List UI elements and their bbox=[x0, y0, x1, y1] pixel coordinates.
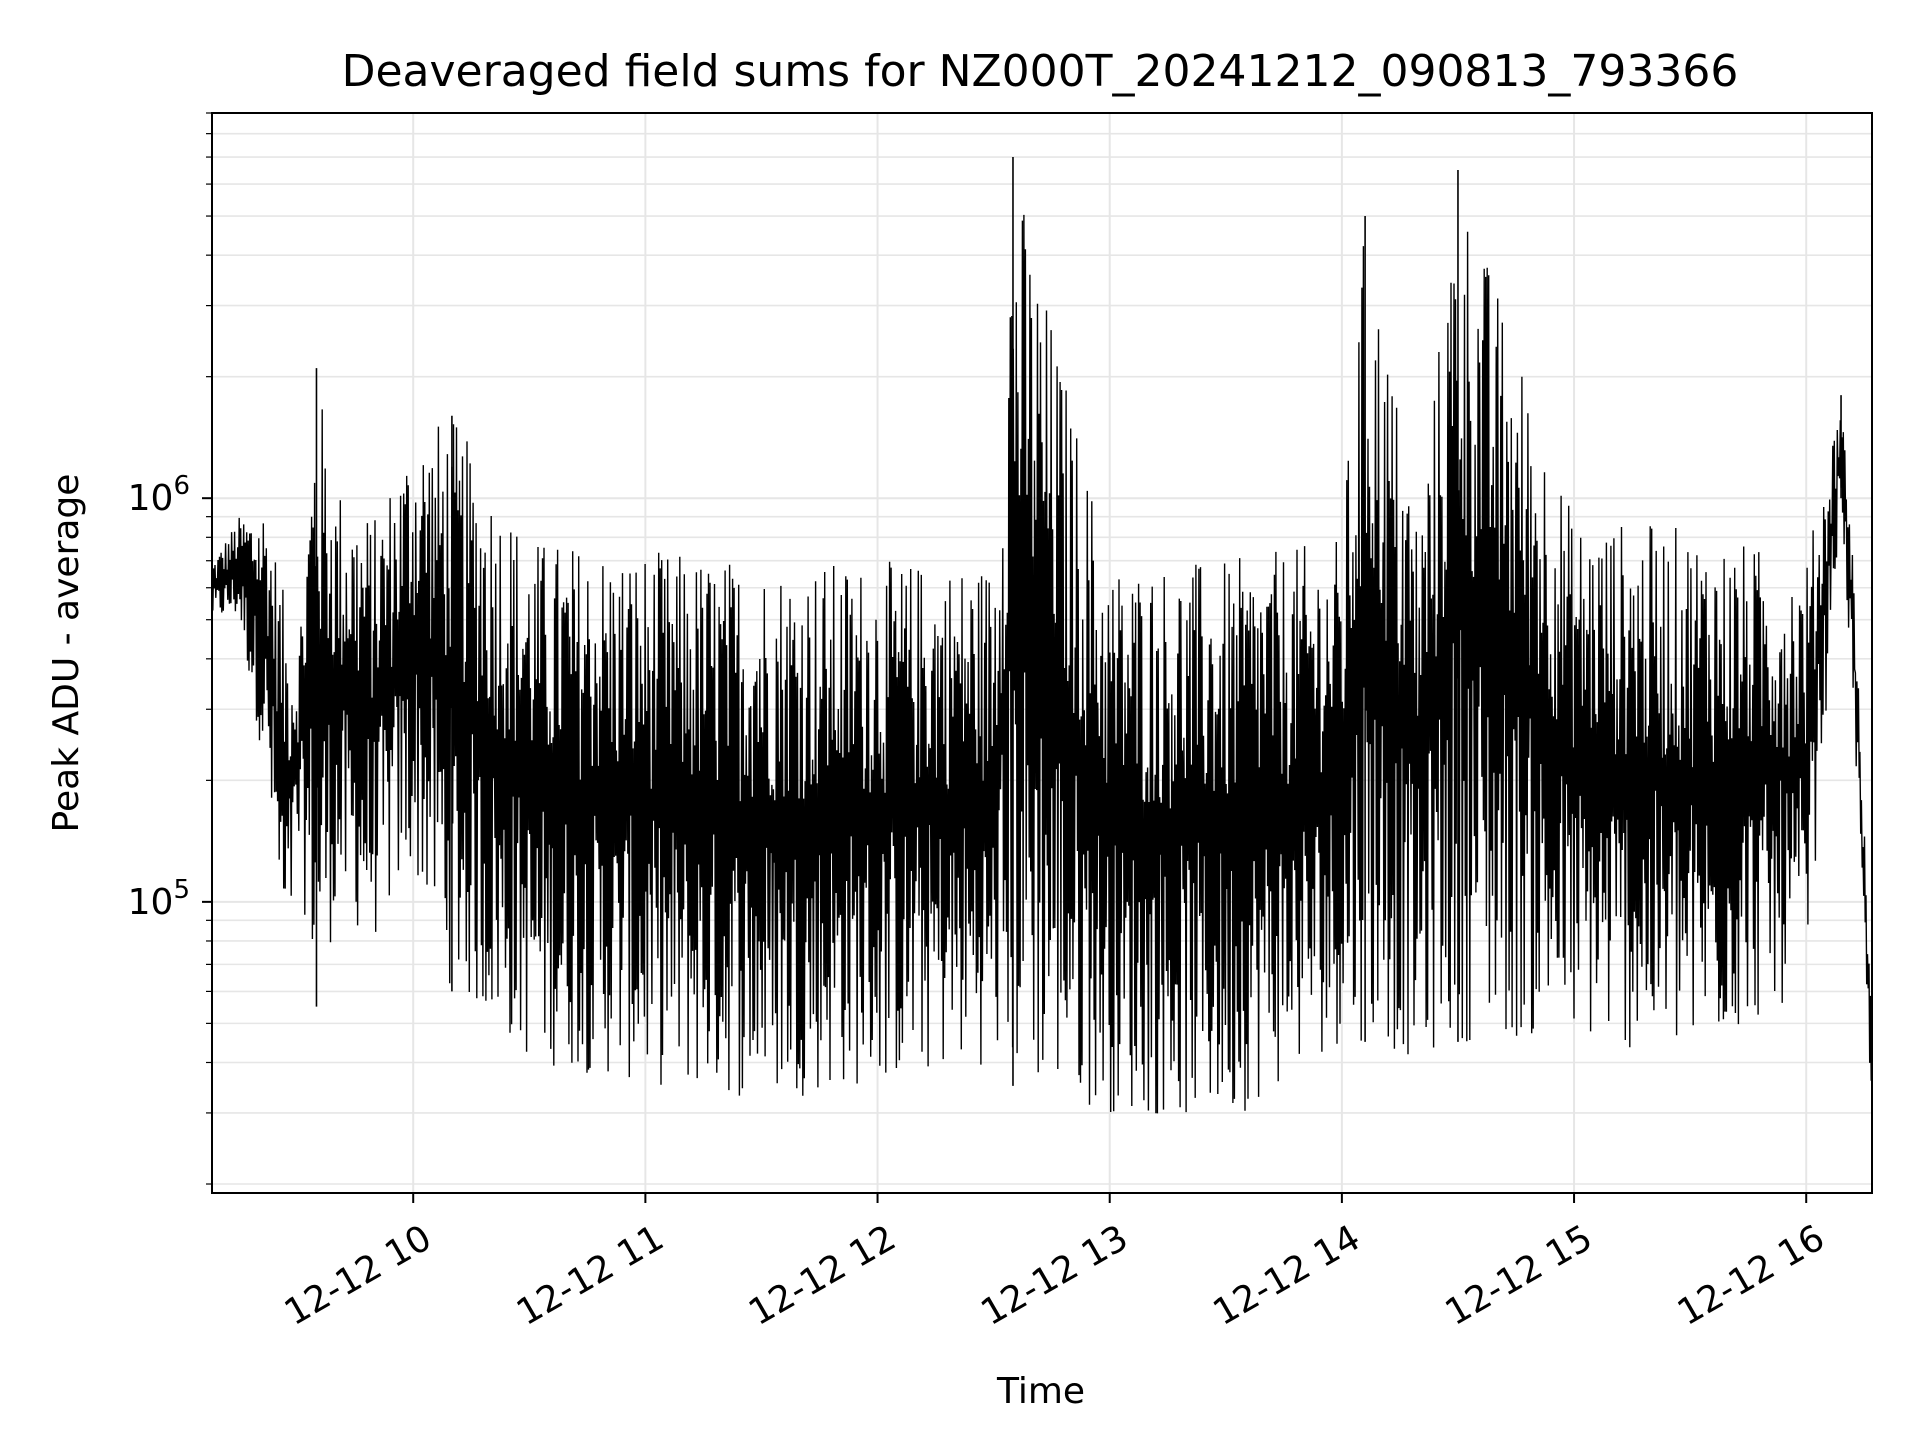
y-tick-label: 105 bbox=[128, 875, 190, 923]
y-tick-exponent: 5 bbox=[173, 875, 190, 905]
y-tick-label: 106 bbox=[128, 471, 190, 519]
series-line bbox=[211, 214, 1873, 1114]
y-tick-exponent: 6 bbox=[173, 471, 190, 501]
y-tick-base: 10 bbox=[128, 478, 174, 519]
plot-frame bbox=[211, 112, 1873, 1194]
y-axis-label: Peak ADU - average bbox=[46, 474, 87, 833]
x-axis-label: Time bbox=[996, 1371, 1085, 1412]
y-tick-base: 10 bbox=[128, 882, 174, 923]
chart-title: Deaveraged field sums for NZ000T_2024121… bbox=[342, 46, 1739, 97]
data-series bbox=[211, 157, 1873, 1114]
